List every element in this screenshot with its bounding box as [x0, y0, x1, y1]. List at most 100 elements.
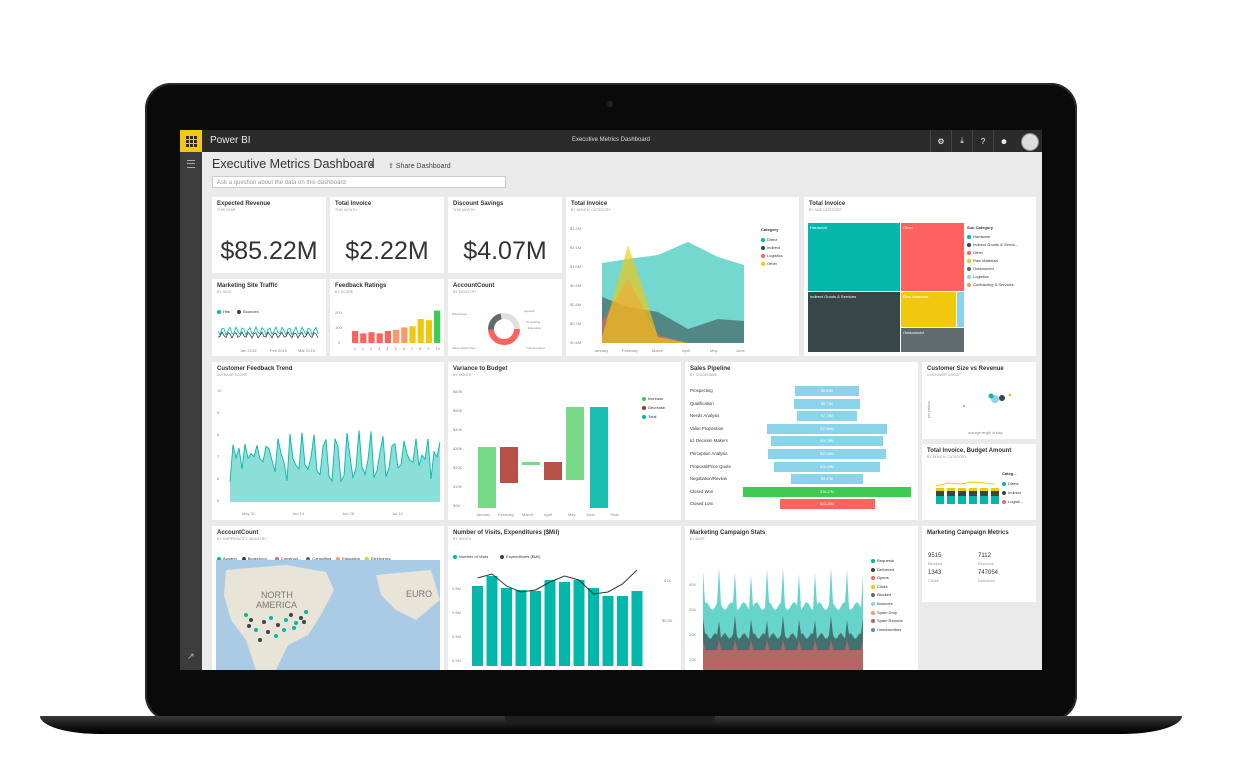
share-dashboard-button[interactable]: ⇪ Share Dashboard	[388, 162, 451, 170]
legend-item[interactable]: Bounces	[237, 309, 259, 314]
legend-item[interactable]: Outsourced	[967, 266, 994, 271]
legend-item[interactable]: Logistics	[761, 253, 783, 258]
legend-item[interactable]: Construct...	[274, 556, 301, 561]
tile-budget-amount[interactable]: Total Invoice, Budget Amount BY MONTH, C…	[922, 444, 1036, 520]
legend-item[interactable]: Logisti...	[1002, 499, 1023, 504]
tile-subtitle: AVERAGE SCORE	[217, 373, 248, 377]
tile-campaign-metrics[interactable]: Marketing Campaign Metrics 9515 Blocked …	[922, 526, 1036, 602]
legend-item[interactable]: Raw Materials	[967, 258, 998, 263]
legend-item[interactable]: Consulting	[306, 556, 331, 561]
tile-total-invoice-treemap[interactable]: Total Invoice BY SUB CATEGORY Hardware O…	[804, 197, 1036, 356]
legend-item[interactable]: Bounces	[871, 601, 903, 610]
treemap-block-raw-materials[interactable]: Raw Materials	[901, 292, 956, 327]
smiley-icon[interactable]: ☻	[993, 130, 1014, 152]
legend-item[interactable]: Indirect	[761, 245, 780, 250]
map-point	[302, 620, 306, 624]
hamburger-icon[interactable]	[187, 160, 195, 168]
tile-total-invoice-area[interactable]: Total Invoice BY MONTH, CATEGORY $1.2M $…	[566, 197, 799, 356]
legend-item[interactable]: Increase	[642, 396, 663, 401]
legend-item[interactable]: Direct	[1002, 481, 1018, 486]
expand-icon[interactable]: ↗	[187, 651, 195, 661]
funnel-bar[interactable]: $17.86M	[767, 423, 887, 434]
map-legend: Apparel Biotechnol... Construct... Consulti…	[217, 547, 396, 565]
legend-item[interactable]: Expenditures ($Mil)	[500, 554, 540, 559]
y-tick: 20K	[689, 632, 696, 637]
gear-icon[interactable]: ⚙	[930, 130, 951, 152]
tile-title: Total Invoice	[571, 201, 608, 207]
treemap-block-other[interactable]: Other	[901, 223, 964, 291]
tile-sales-pipeline[interactable]: Sales Pipeline BY STAGENAME Prospecting $…	[685, 362, 918, 520]
legend-item[interactable]: Contracting & Services	[967, 282, 1014, 287]
legend-item[interactable]: Hardware	[967, 234, 990, 239]
legend-item[interactable]: Blocked	[871, 592, 903, 601]
tile-customer-feedback[interactable]: Customer Feedback Trend AVERAGE SCORE 10…	[212, 362, 444, 520]
tile-variance-budget[interactable]: Variance to Budget BY MONTH $60K $50K $4…	[448, 362, 681, 520]
funnel-bar[interactable]: $8.64M	[795, 386, 859, 396]
help-icon[interactable]: ?	[972, 130, 993, 152]
qa-input[interactable]: Ask a question about the data on this da…	[212, 176, 506, 188]
y-tick: 0	[338, 340, 341, 345]
legend-item[interactable]: Opens	[871, 575, 903, 584]
legend-item[interactable]: Logistics	[967, 274, 989, 279]
funnel-bar[interactable]: $9.47M	[791, 474, 863, 485]
legend-item[interactable]: Other	[761, 261, 777, 266]
legend-item[interactable]: Other	[967, 250, 983, 255]
tile-title: Discount Savings	[453, 201, 504, 207]
tile-expected-revenue[interactable]: Expected Revenue THIS YEAR $85.22M	[212, 197, 326, 273]
funnel-bar[interactable]: $8.71M	[794, 398, 860, 409]
legend-item[interactable]: Number of Visits	[453, 554, 488, 559]
tile-discount-savings[interactable]: Discount Savings THIS MONTH $4.07M	[448, 197, 562, 273]
budget-bar	[958, 496, 966, 504]
tile-site-traffic[interactable]: Marketing Site Traffic BY DATE Hits Boun…	[212, 279, 326, 356]
legend-item[interactable]: Total	[642, 414, 656, 419]
legend-item[interactable]: Indirect Goods & Servic...	[967, 242, 1018, 247]
x-tick: May	[568, 512, 576, 517]
waterfall-bar	[566, 407, 584, 480]
funnel-bar[interactable]: $16.78M	[771, 436, 883, 447]
x-axis-label: average length of stay	[968, 431, 1003, 435]
tile-account-map[interactable]: AccountCount BY SHIPPINGCITY, INDUSTRY A…	[212, 526, 444, 670]
tile-total-invoice-kpi[interactable]: Total Invoice THIS MONTH $2.22M	[330, 197, 444, 273]
rating-bar	[368, 332, 375, 343]
app-launcher-button[interactable]	[180, 130, 202, 152]
metric-label: Bounces	[978, 561, 994, 566]
tile-account-donut[interactable]: AccountCount BY INDUSTRY Apparel Consult…	[448, 279, 562, 356]
legend-item[interactable]: Education	[336, 556, 360, 561]
download-icon[interactable]: ⤓	[951, 130, 972, 152]
funnel-bar[interactable]: $7.76M	[797, 411, 857, 422]
legend-item[interactable]: Apparel	[217, 556, 237, 561]
rating-bar	[409, 326, 416, 343]
legend-item[interactable]: Decrease	[642, 405, 665, 410]
legend-item[interactable]: Electronics	[364, 556, 391, 561]
waterfall-bar	[590, 407, 608, 508]
map-point	[276, 623, 280, 627]
map-point	[262, 620, 266, 624]
treemap-block-hardware[interactable]: Hardware	[808, 223, 900, 291]
legend-item[interactable]: Unsubscribes	[871, 627, 903, 636]
x-tick: January	[476, 512, 490, 517]
treemap-block-indirect[interactable]: Indirect Goods & Services	[808, 292, 900, 352]
treemap-block-logistics[interactable]	[957, 292, 964, 327]
legend-item[interactable]: Requests	[871, 558, 903, 567]
legend-item[interactable]: Indirect	[1002, 490, 1021, 495]
tile-campaign-stats[interactable]: Marketing Campaign Stats BY DATE 40K 30K…	[685, 526, 918, 670]
funnel-bar[interactable]: $17.46M	[768, 449, 886, 459]
map[interactable]: NORTH AMERICA EURO	[216, 560, 440, 670]
funnel-bar[interactable]: $16.17M	[743, 486, 911, 497]
legend-item[interactable]: Spam Reports	[871, 618, 903, 627]
legend-item[interactable]: Delivered	[871, 567, 903, 576]
legend-item[interactable]: Spam Drop	[871, 610, 903, 619]
legend-item[interactable]: Biotechnol...	[241, 556, 270, 561]
tile-customer-size[interactable]: Customer Size vs Revenue CUSTOMER GROUP …	[922, 362, 1036, 439]
treemap-block-outsourced[interactable]: Outsourced	[901, 328, 964, 352]
funnel-bar[interactable]: $15.09M	[774, 461, 880, 472]
avatar[interactable]	[1021, 133, 1039, 151]
x-tick: 9	[427, 346, 430, 351]
tile-visits[interactable]: Number of Visits, Expenditures ($Mil) BY…	[448, 526, 681, 670]
legend-item[interactable]: Clicks	[871, 584, 903, 593]
legend-item[interactable]: Direct	[761, 237, 777, 242]
funnel-stage-label: Proposal/Price Quote	[690, 463, 731, 469]
legend-item[interactable]: Hits	[217, 309, 230, 314]
funnel-bar[interactable]: $13.20M	[779, 499, 875, 510]
